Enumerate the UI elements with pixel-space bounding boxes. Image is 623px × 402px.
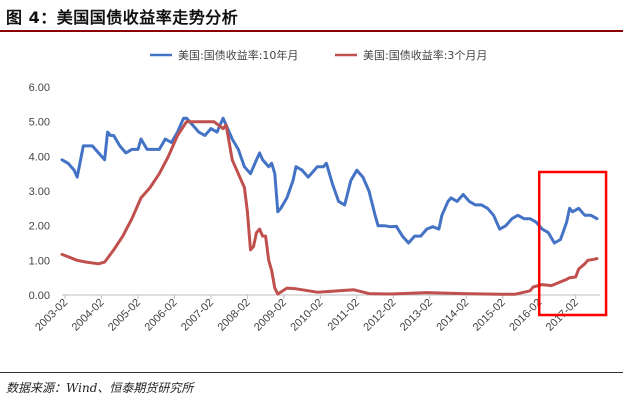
x-tick-label: 2013-02 [398, 297, 435, 334]
y-tick-label: 5.00 [29, 117, 50, 129]
figure-title-bar: 图 4：美国国债收益率走势分析 [0, 0, 623, 32]
y-tick-label: 6.00 [29, 82, 50, 94]
series-line-2 [60, 120, 599, 296]
x-tick-label: 2005-02 [106, 297, 143, 334]
figure-footer: 数据来源：Wind、恒泰期货研究所 [0, 372, 623, 395]
legend-label-1: 美国:国债收益率:10年月 [178, 48, 298, 62]
y-tick-label: 0.00 [29, 290, 50, 302]
source-note: 数据来源：Wind、恒泰期货研究所 [6, 381, 194, 395]
y-tick-label: 2.00 [29, 221, 50, 233]
x-tick-label: 2008-02 [215, 297, 252, 334]
yield-line-chart: 0.00 1.00 2.00 3.00 4.00 5.00 6.00 2003-02 2004-… [29, 48, 608, 334]
x-tick-label: 2015-02 [471, 297, 508, 334]
x-tick-label: 2012-02 [361, 297, 398, 334]
y-tick-label: 1.00 [29, 255, 50, 267]
legend-label-2: 美国:国债收益率:3个月月 [363, 48, 487, 62]
x-tick-label: 2011-02 [325, 297, 361, 333]
x-tick-label: 2010-02 [288, 297, 325, 334]
x-tick-label: 2003-02 [33, 297, 70, 334]
x-tick-label: 2006-02 [143, 297, 180, 334]
figure-title: 图 4：美国国债收益率走势分析 [6, 8, 239, 27]
x-tick-label: 2004-02 [70, 297, 107, 334]
x-tick-label: 2007-02 [179, 297, 216, 334]
series-line-1 [60, 116, 599, 245]
x-tick-label: 2014-02 [434, 297, 471, 334]
y-tick-label: 4.00 [29, 151, 50, 163]
y-tick-label: 3.00 [29, 186, 50, 198]
x-tick-label: 2009-02 [252, 297, 289, 334]
highlight-box [537, 170, 608, 317]
